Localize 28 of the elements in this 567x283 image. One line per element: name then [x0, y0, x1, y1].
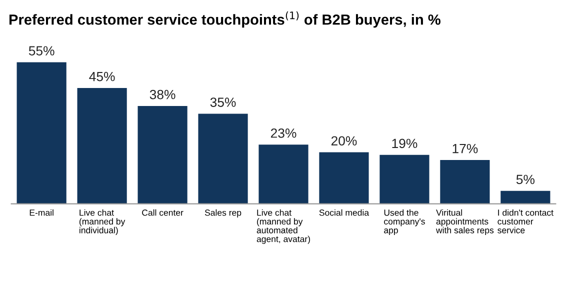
x-tick-label: I didn't contact customer service	[498, 209, 554, 234]
x-tick-label: Live chat (manned by automated agent, avatar)	[256, 209, 310, 244]
bar	[138, 106, 188, 204]
data-label: 38%	[150, 90, 176, 100]
bar	[258, 144, 308, 204]
data-label: 35%	[210, 98, 236, 107]
bar	[319, 152, 369, 204]
data-label: 20%	[331, 136, 357, 146]
bar	[198, 114, 248, 204]
x-tick-label: Social media	[319, 209, 370, 216]
x-tick-label: Used the company's app	[384, 209, 425, 236]
x-tick-label: Call center	[142, 209, 184, 216]
data-label: 5%	[516, 174, 534, 184]
data-label: 19%	[392, 138, 418, 148]
bar	[77, 88, 127, 204]
data-label: 23%	[270, 128, 296, 138]
bar	[16, 62, 66, 204]
bar	[380, 154, 430, 204]
x-tick-label: Live chat (manned by individual)	[80, 209, 126, 236]
bar	[440, 160, 490, 204]
data-label: 45%	[89, 72, 115, 82]
x-tick-label: Sales rep	[204, 209, 242, 218]
data-label: 17%	[452, 144, 478, 154]
bar	[500, 190, 550, 204]
data-label: 55%	[28, 46, 54, 56]
x-tick-label: Viritual appointments with sales reps	[436, 209, 494, 236]
chart-title: Preferred customer service touchpoints$^{(1)}$ of B2B buyers, in %	[9, 11, 440, 28]
x-tick-label: E-mail	[30, 209, 54, 216]
